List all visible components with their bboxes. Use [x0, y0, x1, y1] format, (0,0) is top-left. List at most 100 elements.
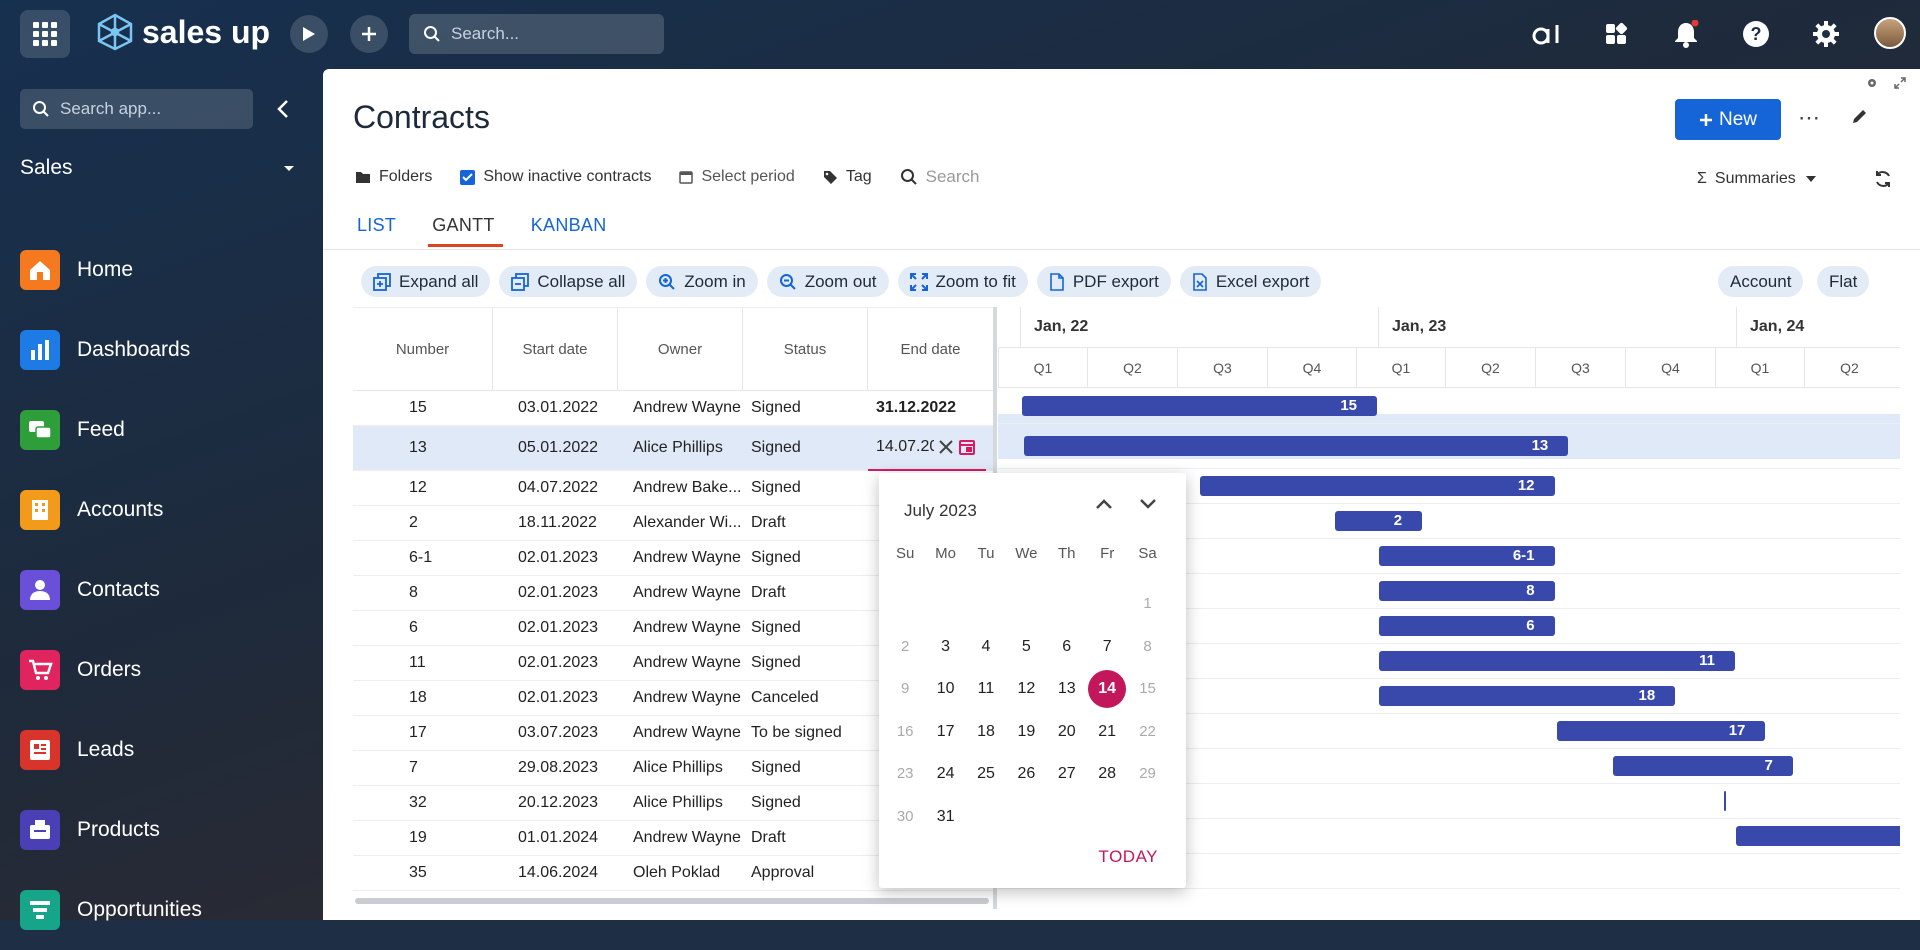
calendar-day[interactable]: 4	[981, 637, 991, 655]
global-search[interactable]	[409, 14, 664, 54]
collapse-sidebar-button[interactable]	[270, 96, 296, 122]
calendar-day[interactable]: 1	[1143, 595, 1152, 612]
calendar-day[interactable]: 9	[901, 680, 910, 697]
gantt-bar[interactable]: 7	[1613, 755, 1793, 776]
table-row[interactable]: 2 18.11.2022 Alexander Wi... Draft	[353, 506, 997, 541]
calendar-day[interactable]: 24	[936, 765, 955, 782]
gantt-bar[interactable]: 17	[1557, 720, 1766, 741]
end-date-editor[interactable]: 14.07.20	[868, 426, 986, 471]
calendar-day[interactable]: 7	[1102, 637, 1112, 655]
column-owner[interactable]: Owner	[618, 308, 743, 390]
calendar-day[interactable]: 19	[1017, 722, 1036, 740]
app-search-input[interactable]	[60, 99, 250, 119]
today-button[interactable]: TODAY	[1098, 847, 1158, 866]
gantt-bar[interactable]: 13	[1023, 435, 1569, 456]
calendar-day[interactable]: 15	[1139, 680, 1156, 697]
calendar-month[interactable]: July 2023	[904, 501, 977, 520]
sidebar-item-leads[interactable]: Leads	[20, 710, 202, 790]
calendar-day[interactable]: 25	[977, 765, 995, 782]
calendar-day[interactable]: 20	[1057, 722, 1076, 740]
gantt-bar[interactable]	[1736, 825, 1900, 846]
table-row[interactable]: 12 04.07.2022 Andrew Bake... Signed	[353, 471, 997, 506]
calendar-day[interactable]: 11	[977, 680, 995, 697]
table-row[interactable]: 17 03.07.2023 Andrew Wayne To be signed	[353, 716, 997, 751]
calendar-day[interactable]: 27	[1057, 765, 1076, 782]
calendar-icon[interactable]	[958, 438, 976, 456]
calendar-day[interactable]: 31	[936, 807, 955, 825]
sidebar-item-home[interactable]: Home	[20, 230, 202, 310]
gantt-bar[interactable]: 11	[1378, 650, 1735, 671]
calendar-day[interactable]: 18	[977, 722, 995, 740]
calendar-day[interactable]: 5	[1021, 637, 1031, 655]
table-row[interactable]: 8 02.01.2023 Andrew Wayne Draft	[353, 576, 997, 611]
gantt-bar[interactable]: 8	[1378, 580, 1555, 601]
horizontal-scrollbar[interactable]	[355, 898, 989, 904]
calendar-day[interactable]: 29	[1139, 765, 1156, 782]
calendar-day[interactable]: 2	[901, 637, 910, 655]
table-row[interactable]: 19 01.01.2024 Andrew Wayne Draft	[353, 821, 997, 856]
table-row[interactable]: 13 05.01.2022 Alice Phillips Signed 14.07…	[353, 426, 997, 471]
list-search[interactable]: Search	[900, 167, 980, 187]
edit-button[interactable]	[1851, 107, 1869, 130]
sidebar-item-orders[interactable]: Orders	[20, 630, 202, 710]
calendar-day[interactable]: 3	[941, 637, 951, 655]
clear-icon[interactable]	[938, 439, 954, 455]
expand-all-button[interactable]: Expand all	[361, 266, 491, 297]
calendar-day[interactable]: 8	[1143, 637, 1152, 655]
gantt-bar[interactable]: 12	[1200, 475, 1555, 496]
new-button[interactable]: New	[1675, 99, 1781, 140]
folders-filter[interactable]: Folders	[355, 168, 432, 186]
tab-kanban[interactable]: KANBAN	[530, 215, 607, 235]
calendar-day[interactable]: 21	[1098, 722, 1117, 740]
sidebar-item-accounts[interactable]: Accounts	[20, 470, 202, 550]
sidebar-item-contacts[interactable]: Contacts	[20, 550, 202, 630]
table-row[interactable]: 6 02.01.2023 Andrew Wayne Signed	[353, 611, 997, 646]
tab-gantt[interactable]: GANTT	[428, 215, 503, 247]
table-row[interactable]: 35 14.06.2024 Oleh Poklad Approval	[353, 856, 997, 891]
app-search[interactable]	[20, 89, 253, 129]
collapse-all-button[interactable]: Collapse all	[499, 266, 638, 297]
calendar-day[interactable]: 17	[936, 722, 955, 740]
sidebar-item-opportunities[interactable]: Opportunities	[20, 870, 202, 950]
settings-small-icon[interactable]	[1866, 77, 1878, 89]
table-row[interactable]: 32 20.12.2023 Alice Phillips Signed	[353, 786, 997, 821]
calendar-day-selected[interactable]: 14	[1087, 670, 1127, 708]
account-toggle[interactable]: Account	[1718, 266, 1804, 297]
global-search-input[interactable]	[451, 24, 651, 44]
section-selector[interactable]: Sales	[20, 156, 295, 180]
column-number[interactable]: Number	[353, 308, 493, 390]
pdf-export-button[interactable]: PDF export	[1036, 266, 1171, 297]
table-row[interactable]: 6-1 02.01.2023 Andrew Wayne Signed	[353, 541, 997, 576]
calendar-day[interactable]: 10	[936, 680, 955, 697]
calendar-day[interactable]: 23	[896, 765, 914, 782]
period-filter[interactable]: Select period	[679, 168, 795, 186]
zoom-to-fit-button[interactable]: Zoom to fit	[897, 266, 1028, 297]
help-button[interactable]: ?	[1738, 16, 1774, 52]
excel-export-button[interactable]: Excel export	[1179, 266, 1322, 297]
calendar-day[interactable]: 16	[896, 722, 914, 740]
gantt-bar[interactable]: 6	[1378, 615, 1555, 636]
brand-logo[interactable]: sales up	[94, 12, 270, 52]
gantt-bar[interactable]: 2	[1334, 510, 1423, 531]
prev-month-button[interactable]	[1094, 497, 1114, 516]
settings-button[interactable]	[1808, 16, 1844, 52]
refresh-button[interactable]	[1873, 169, 1893, 194]
next-month-button[interactable]	[1138, 497, 1158, 516]
widgets-button[interactable]	[1598, 16, 1634, 52]
gantt-bar[interactable]: 15	[1021, 395, 1377, 416]
apps-menu-button[interactable]	[20, 10, 70, 58]
table-row[interactable]: 7 29.08.2023 Alice Phillips Signed	[353, 751, 997, 786]
inactive-contracts-checkbox[interactable]: Show inactive contracts	[460, 168, 651, 186]
calendar-day[interactable]: 28	[1098, 765, 1117, 782]
play-button[interactable]	[290, 15, 328, 53]
column-end-date[interactable]: End date	[900, 340, 961, 358]
sidebar-item-dashboards[interactable]: Dashboards	[20, 310, 202, 390]
more-options-button[interactable]: ⋯	[1798, 105, 1821, 130]
table-row[interactable]: 18 02.01.2023 Andrew Wayne Canceled	[353, 681, 997, 716]
user-avatar[interactable]	[1874, 17, 1906, 49]
gantt-bar[interactable]	[1724, 790, 1727, 811]
gantt-bar[interactable]: 6-1	[1378, 545, 1555, 566]
tab-list[interactable]: LIST	[357, 215, 397, 235]
sidebar-item-feed[interactable]: Feed	[20, 390, 202, 470]
table-row[interactable]: 15 03.01.2022 Andrew Wayne Signed 31.12.2…	[353, 391, 997, 426]
